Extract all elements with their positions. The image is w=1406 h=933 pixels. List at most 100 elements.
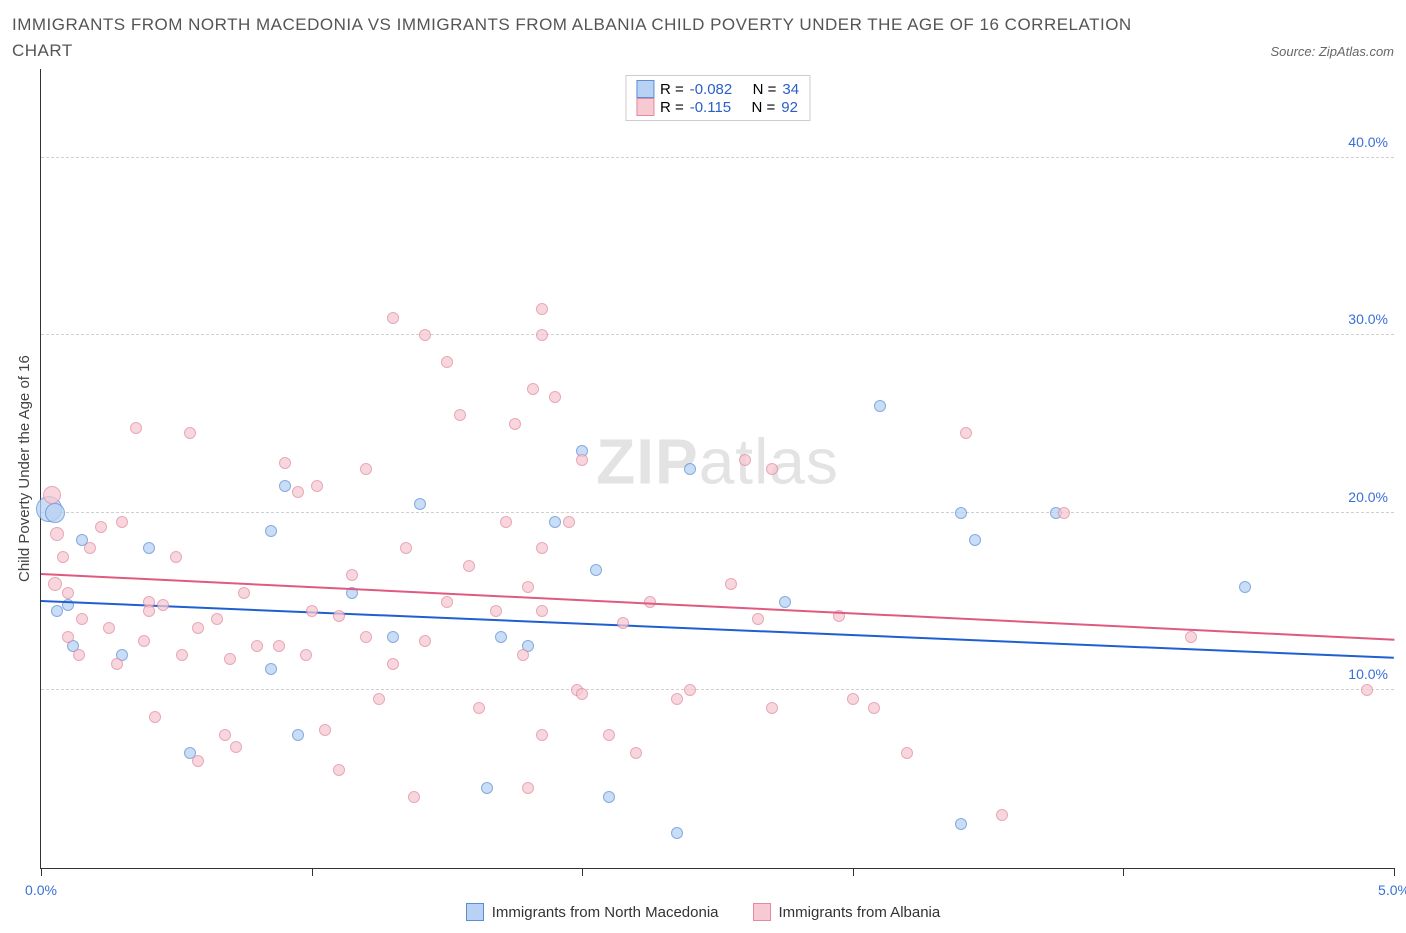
data-point-albania — [170, 551, 182, 563]
data-point-albania — [408, 791, 420, 803]
x-tick-label: 0.0% — [25, 882, 57, 898]
y-tick-label: 10.0% — [1348, 666, 1388, 682]
gridline-h — [41, 334, 1394, 335]
data-point-albania — [319, 724, 331, 736]
data-point-albania — [752, 613, 764, 625]
y-tick-label: 30.0% — [1348, 311, 1388, 327]
data-point-albania — [373, 693, 385, 705]
stats-row-albania: R = -0.115 N = 92 — [636, 98, 799, 116]
chart-title: IMMIGRANTS FROM NORTH MACEDONIA VS IMMIG… — [12, 12, 1132, 63]
data-point-macedonia — [874, 400, 886, 412]
data-point-macedonia — [265, 663, 277, 675]
bottom-legend: Immigrants from North Macedonia Immigran… — [12, 903, 1394, 921]
data-point-macedonia — [292, 729, 304, 741]
data-point-albania — [360, 463, 372, 475]
data-point-albania — [176, 649, 188, 661]
data-point-albania — [536, 729, 548, 741]
data-point-albania — [960, 427, 972, 439]
x-tick-mark — [1123, 868, 1124, 876]
data-point-albania — [996, 809, 1008, 821]
data-point-albania — [57, 551, 69, 563]
data-point-macedonia — [603, 791, 615, 803]
data-point-albania — [527, 383, 539, 395]
data-point-albania — [419, 635, 431, 647]
plot-container: Child Poverty Under the Age of 16 ZIPatl… — [12, 69, 1394, 869]
data-point-albania — [103, 622, 115, 634]
chart-container: IMMIGRANTS FROM NORTH MACEDONIA VS IMMIG… — [12, 12, 1394, 921]
y-tick-label: 20.0% — [1348, 489, 1388, 505]
data-point-albania — [684, 684, 696, 696]
data-point-albania — [300, 649, 312, 661]
data-point-albania — [1185, 631, 1197, 643]
data-point-albania — [766, 702, 778, 714]
n-value-albania: 92 — [781, 99, 798, 116]
data-point-albania — [441, 356, 453, 368]
data-point-macedonia — [481, 782, 493, 794]
data-point-albania — [868, 702, 880, 714]
data-point-macedonia — [265, 525, 277, 537]
data-point-albania — [766, 463, 778, 475]
data-point-albania — [311, 480, 323, 492]
data-point-albania — [211, 613, 223, 625]
x-tick-mark — [41, 868, 42, 876]
data-point-macedonia — [590, 564, 602, 576]
watermark-light: atlas — [699, 425, 839, 497]
legend-item-macedonia: Immigrants from North Macedonia — [466, 903, 719, 921]
data-point-albania — [400, 542, 412, 554]
data-point-albania — [143, 605, 155, 617]
data-point-albania — [73, 649, 85, 661]
data-point-macedonia — [969, 534, 981, 546]
data-point-albania — [739, 454, 751, 466]
data-point-albania — [725, 578, 737, 590]
data-point-albania — [95, 521, 107, 533]
data-point-albania — [333, 610, 345, 622]
data-point-albania — [536, 605, 548, 617]
data-point-albania — [441, 596, 453, 608]
data-point-macedonia — [955, 818, 967, 830]
data-point-albania — [630, 747, 642, 759]
data-point-albania — [230, 741, 242, 753]
r-label: R = — [660, 99, 684, 116]
data-point-macedonia — [671, 827, 683, 839]
stats-row-macedonia: R = -0.082 N = 34 — [636, 80, 799, 98]
y-tick-label: 40.0% — [1348, 134, 1388, 150]
data-point-albania — [111, 658, 123, 670]
data-point-albania — [184, 427, 196, 439]
source-attribution: Source: ZipAtlas.com — [1270, 44, 1394, 63]
data-point-albania — [279, 457, 291, 469]
data-point-albania — [454, 409, 466, 421]
data-point-albania — [536, 542, 548, 554]
data-point-albania — [116, 516, 128, 528]
x-tick-mark — [312, 868, 313, 876]
r-value-macedonia: -0.082 — [690, 81, 733, 98]
data-point-albania — [576, 454, 588, 466]
data-point-albania — [603, 729, 615, 741]
data-point-macedonia — [279, 480, 291, 492]
data-point-albania — [333, 764, 345, 776]
data-point-albania — [273, 640, 285, 652]
data-point-macedonia — [1239, 581, 1251, 593]
data-point-albania — [346, 569, 358, 581]
data-point-albania — [473, 702, 485, 714]
gridline-h — [41, 157, 1394, 158]
data-point-albania — [192, 755, 204, 767]
data-point-albania — [517, 649, 529, 661]
watermark: ZIPatlas — [596, 424, 839, 498]
data-point-macedonia — [779, 596, 791, 608]
data-point-albania — [901, 747, 913, 759]
n-label: N = — [753, 81, 777, 98]
watermark-bold: ZIP — [596, 425, 699, 497]
y-axis-label: Child Poverty Under the Age of 16 — [12, 69, 40, 869]
data-point-albania — [43, 486, 61, 504]
data-point-macedonia — [143, 542, 155, 554]
data-point-albania — [387, 312, 399, 324]
data-point-albania — [62, 631, 74, 643]
n-value-macedonia: 34 — [782, 81, 799, 98]
x-tick-mark — [1394, 868, 1395, 876]
data-point-albania — [1058, 507, 1070, 519]
data-point-albania — [671, 693, 683, 705]
data-point-albania — [306, 605, 318, 617]
data-point-albania — [490, 605, 502, 617]
data-point-albania — [251, 640, 263, 652]
stats-legend-box: R = -0.082 N = 34 R = -0.115 N = 92 — [625, 75, 810, 121]
